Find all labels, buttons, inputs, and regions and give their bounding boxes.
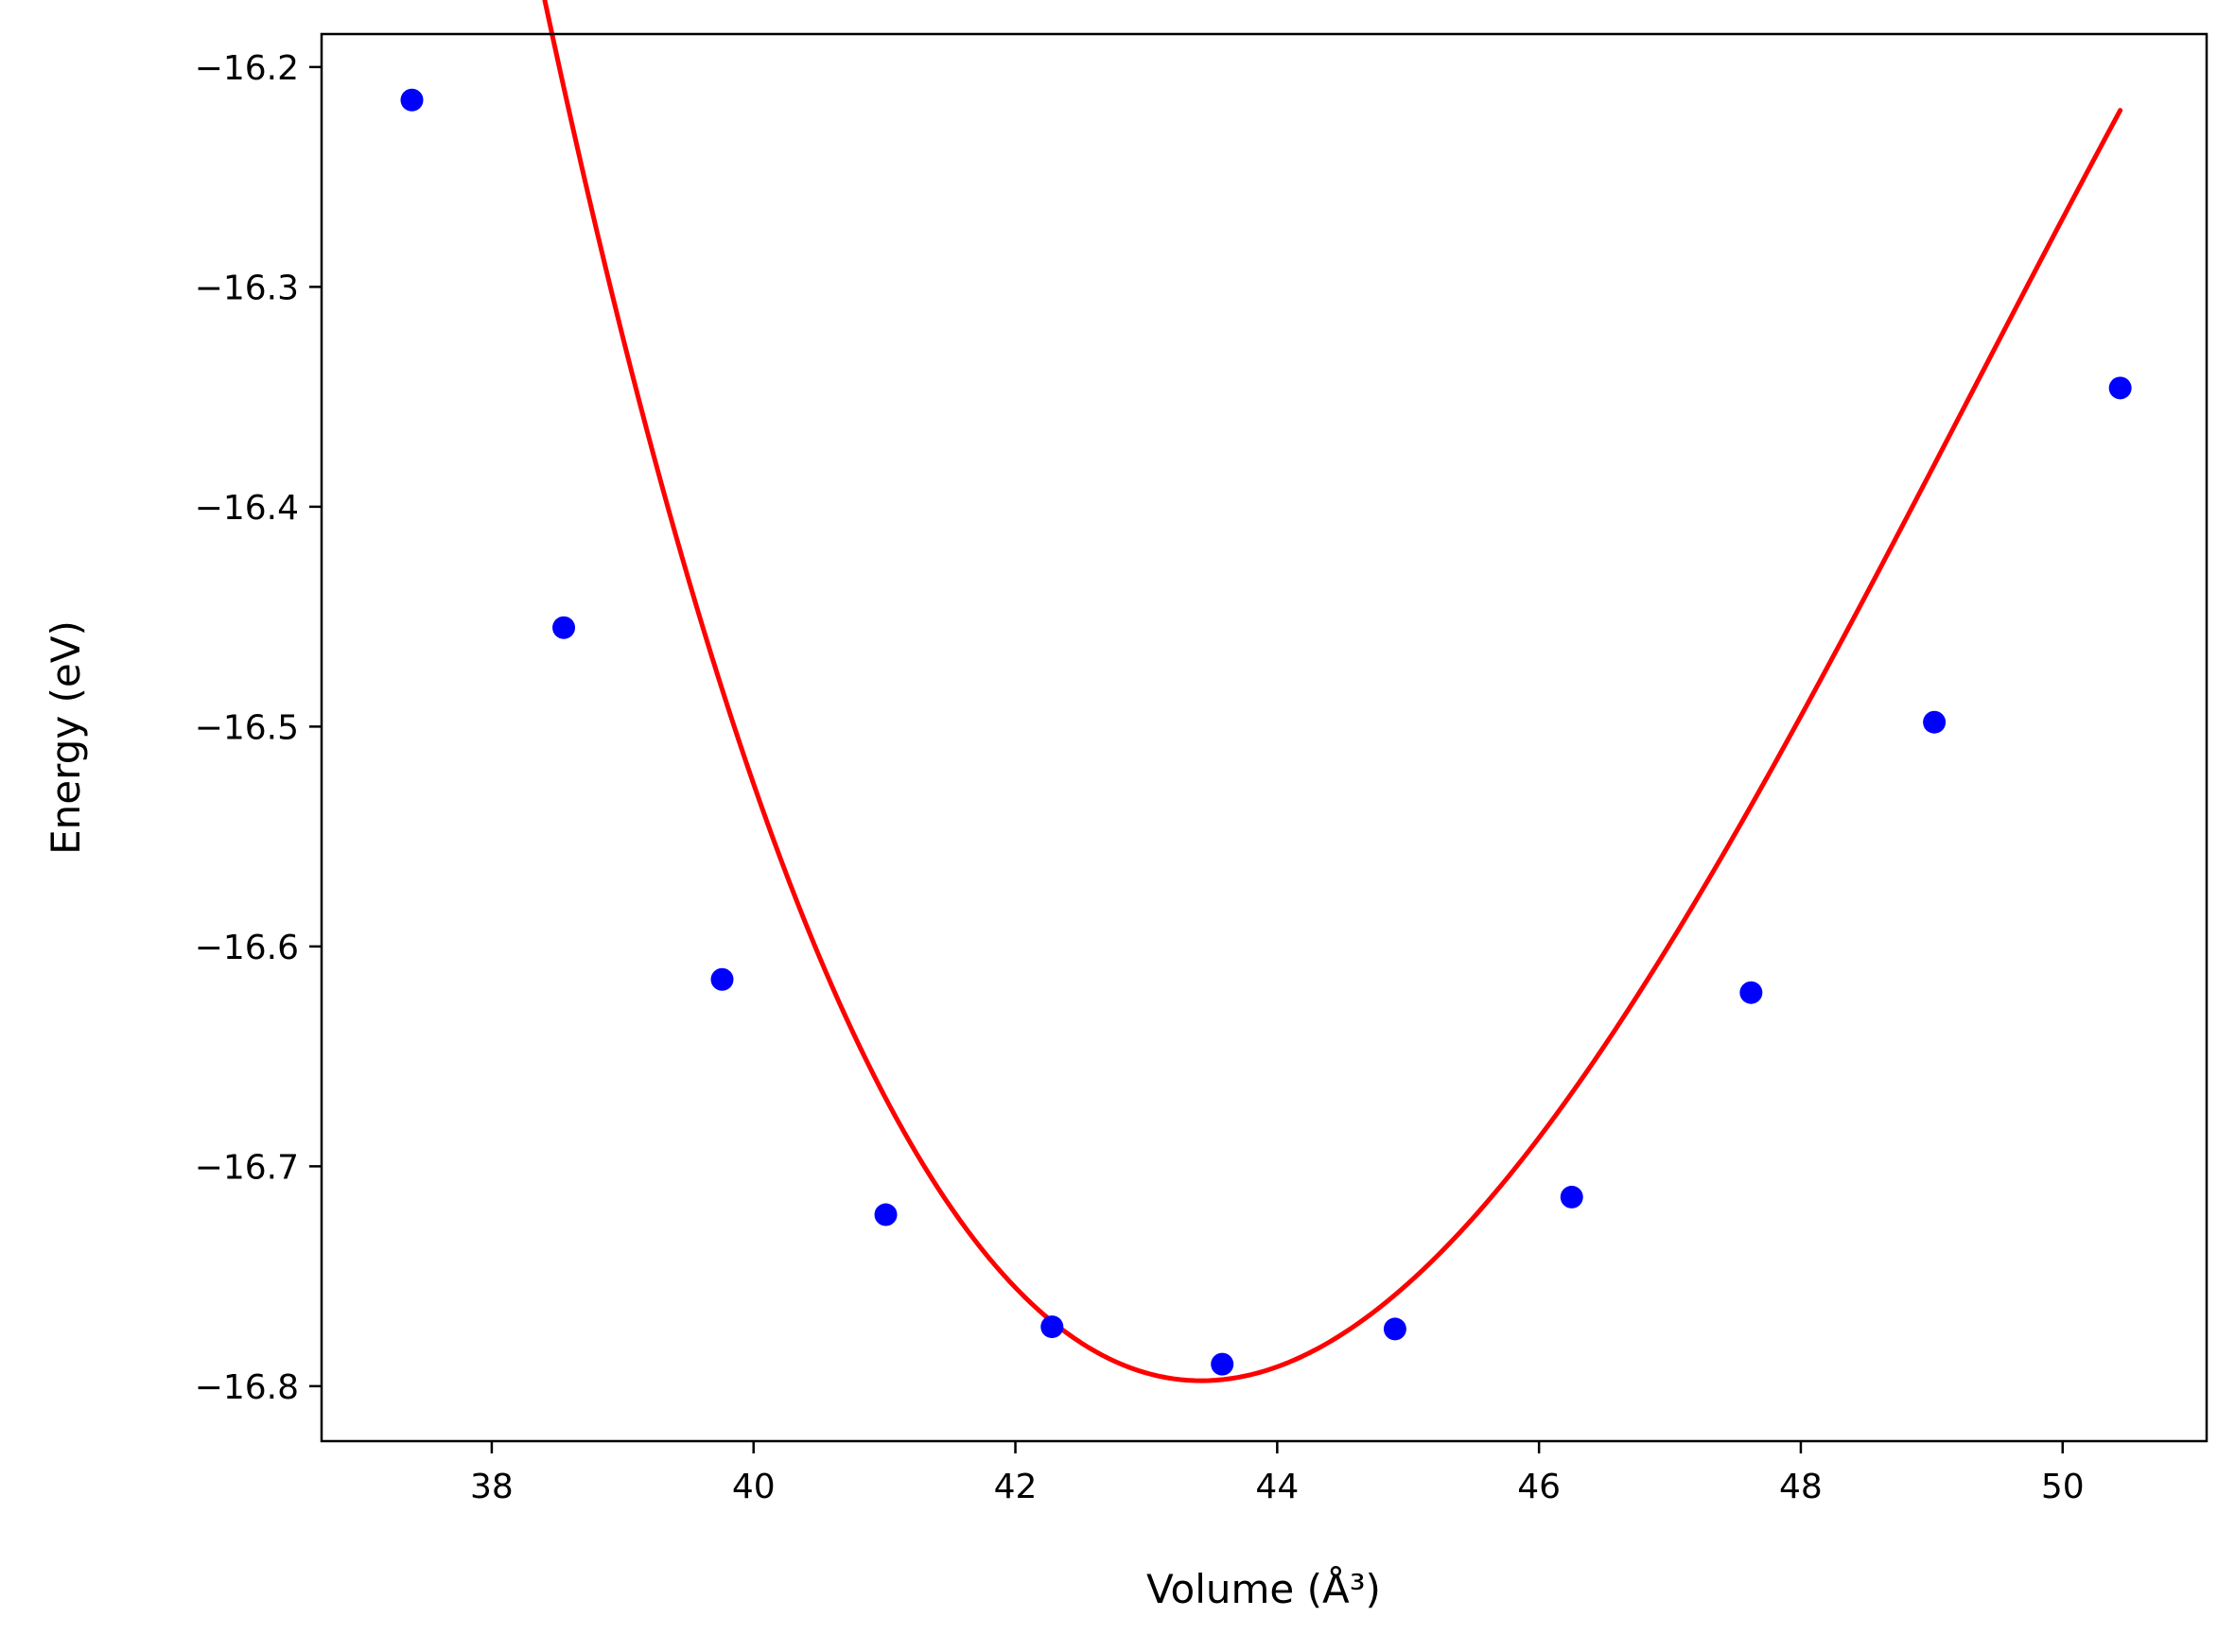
plot-area (400, 0, 2132, 1383)
data-point (400, 88, 424, 112)
x-tick-label: 40 (732, 1468, 776, 1506)
data-point (1739, 981, 1763, 1004)
data-point (1040, 1315, 1064, 1339)
data-point (552, 616, 576, 639)
y-tick-label: −16.2 (195, 49, 299, 88)
data-point (874, 1203, 898, 1226)
x-tick-label: 50 (2041, 1468, 2085, 1506)
data-point (1560, 1185, 1583, 1209)
fit-curve (542, 0, 2123, 1383)
x-tick-label: 44 (1255, 1468, 1299, 1506)
x-tick-label: 38 (470, 1468, 514, 1506)
x-tick-label: 42 (994, 1468, 1038, 1506)
axes-frame (320, 32, 2209, 1443)
y-tick-label: −16.4 (195, 489, 299, 528)
y-axis: −16.2 −16.3 −16.4 −16.5 −16.6 −16.7 −16.8 (195, 49, 322, 1407)
y-axis-label: Energy (eV) (43, 620, 89, 855)
y-tick-label: −16.3 (195, 269, 299, 307)
x-axis-label: Volume (Å³) (1146, 1565, 1381, 1612)
y-tick-label: −16.5 (195, 708, 299, 747)
y-tick-label: −16.8 (195, 1368, 299, 1407)
y-tick-label: −16.6 (195, 929, 299, 967)
data-point (710, 967, 734, 991)
data-point (2108, 376, 2132, 400)
y-tick-label: −16.7 (195, 1148, 299, 1187)
data-point (1383, 1317, 1406, 1341)
x-axis: 38 40 42 44 46 48 50 (470, 1441, 2085, 1506)
x-tick-label: 48 (1779, 1468, 1823, 1506)
data-point (1923, 710, 1947, 734)
x-tick-label: 46 (1517, 1468, 1561, 1506)
data-point (1211, 1352, 1234, 1376)
